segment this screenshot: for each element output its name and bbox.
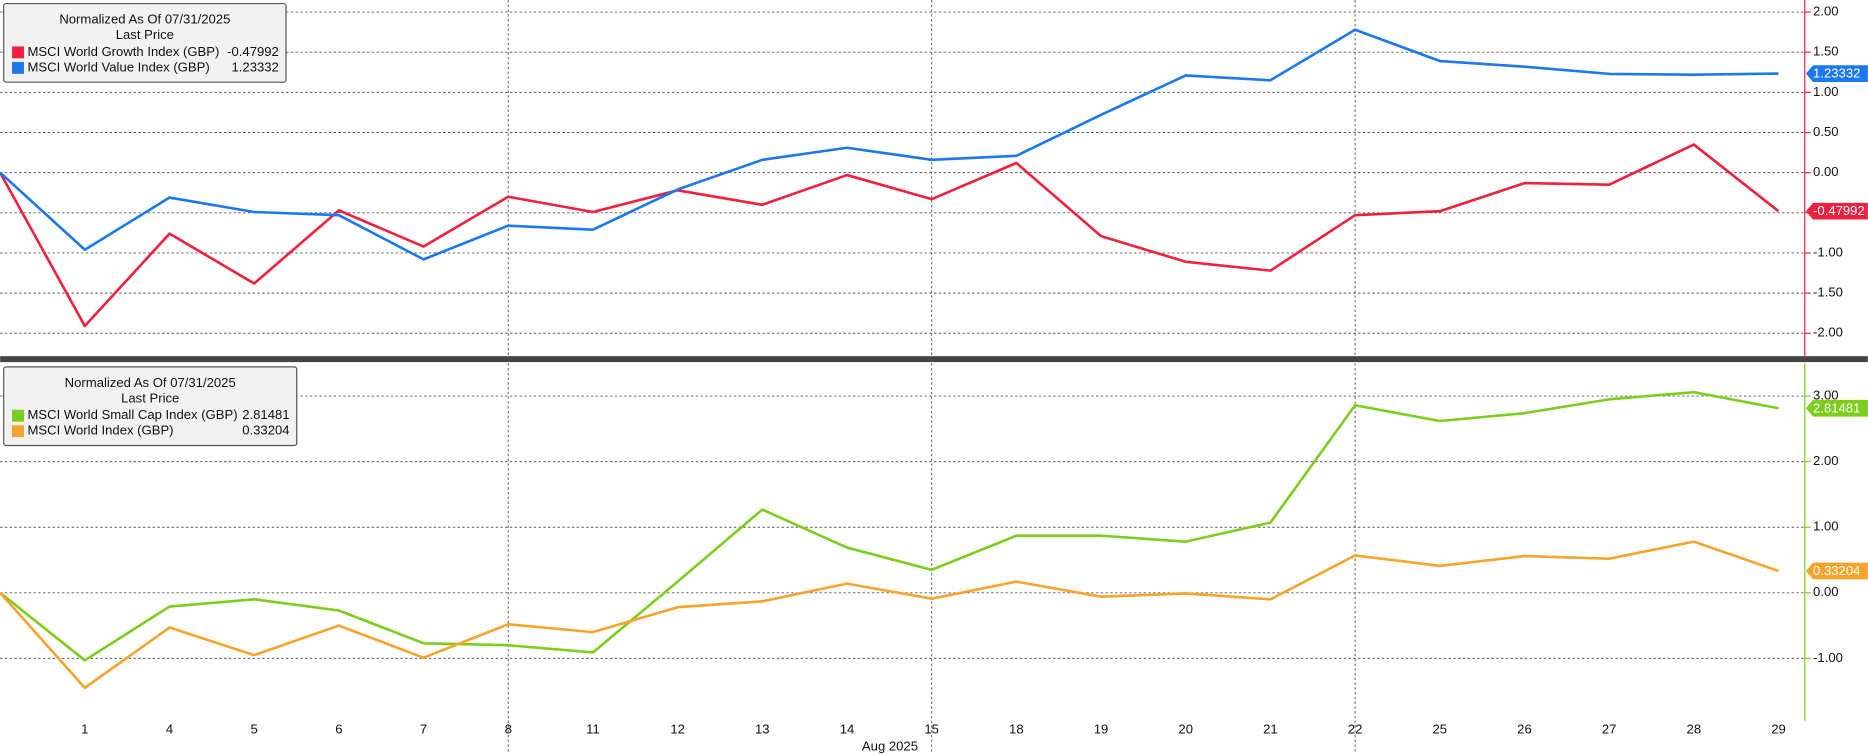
x-tick-label: 25 (1432, 722, 1447, 737)
last-value-tag (1805, 65, 1868, 82)
legend-title: Normalized As Of 07/31/2025 (65, 375, 236, 390)
x-tick-label: 13 (755, 722, 770, 737)
x-tick-label: 15 (924, 722, 939, 737)
y-tick-label: 0.00 (1813, 164, 1838, 179)
x-tick-label: 14 (840, 722, 855, 737)
legend-swatch (12, 425, 24, 438)
x-axis-label: Aug 2025 (862, 738, 918, 753)
legend-box (3, 2, 287, 83)
legend-value: -0.47992 (227, 44, 279, 59)
y-tick-label: 0.50 (1813, 124, 1838, 139)
x-tick-label: 22 (1348, 722, 1363, 737)
legend-swatch (12, 61, 24, 74)
legend-box (3, 366, 298, 447)
series-line (0, 390, 1779, 662)
x-tick-label: 5 (251, 722, 258, 737)
x-tick-label: 12 (670, 722, 685, 737)
y-tick-label: 1.50 (1813, 44, 1838, 59)
legend-label: MSCI World Growth Index (GBP) (28, 44, 220, 59)
x-tick-label: 8 (505, 722, 512, 737)
y-tick-label: 2.00 (1813, 3, 1838, 18)
x-tick-label: 19 (1094, 722, 1109, 737)
legend-subtitle: Last Price (116, 27, 174, 42)
panel-separator (0, 356, 1868, 363)
x-tick-label: 1 (81, 722, 88, 737)
series-line (0, 143, 1780, 328)
last-value-label: 0.33204 (1813, 563, 1860, 578)
legend-label: MSCI World Small Cap Index (GBP) (28, 407, 238, 422)
last-value-tag (1805, 202, 1868, 220)
legend-value: 1.23332 (232, 59, 279, 74)
y-tick-label: 3.00 (1813, 388, 1838, 403)
legend-label: MSCI World Index (GBP) (28, 423, 174, 438)
x-tick-label: 29 (1771, 722, 1786, 737)
legend-title: Normalized As Of 07/31/2025 (59, 12, 230, 27)
x-tick-label: 11 (586, 722, 600, 737)
x-tick-label: 28 (1687, 722, 1702, 737)
x-tick-label: 18 (1009, 722, 1024, 737)
legend-label: MSCI World Value Index (GBP) (28, 59, 210, 74)
x-tick-label: 21 (1263, 722, 1278, 737)
last-value-label: 1.23332 (1813, 66, 1860, 81)
x-tick-label: 6 (335, 722, 342, 737)
y-tick-label: 1.00 (1813, 84, 1838, 99)
y-tick-label: -1.00 (1813, 244, 1843, 259)
x-tick-label: 20 (1178, 722, 1193, 737)
x-tick-label: 27 (1602, 722, 1617, 737)
last-value-label: 2.81481 (1813, 400, 1860, 415)
legend-subtitle: Last Price (121, 390, 179, 405)
series-line (0, 28, 1779, 261)
x-tick-label: 7 (420, 722, 427, 737)
y-tick-label: 1.00 (1813, 519, 1838, 534)
y-tick-label: -2.00 (1813, 325, 1843, 340)
y-tick-label: 0.00 (1813, 584, 1838, 599)
x-tick-label: 26 (1517, 722, 1532, 737)
legend-value: 0.33204 (242, 423, 289, 438)
legend-swatch (12, 409, 24, 422)
last-value-tag (1805, 399, 1868, 417)
y-tick-label: -1.00 (1813, 650, 1843, 665)
last-value-tag (1805, 562, 1868, 580)
legend-value: 2.81481 (242, 407, 289, 422)
y-tick-label: 2.00 (1813, 453, 1838, 468)
y-tick-label: -1.50 (1813, 285, 1843, 300)
series-line (0, 540, 1779, 690)
last-value-label: -0.47992 (1813, 203, 1865, 218)
x-tick-label: 4 (166, 722, 173, 737)
legend-swatch (12, 46, 24, 59)
